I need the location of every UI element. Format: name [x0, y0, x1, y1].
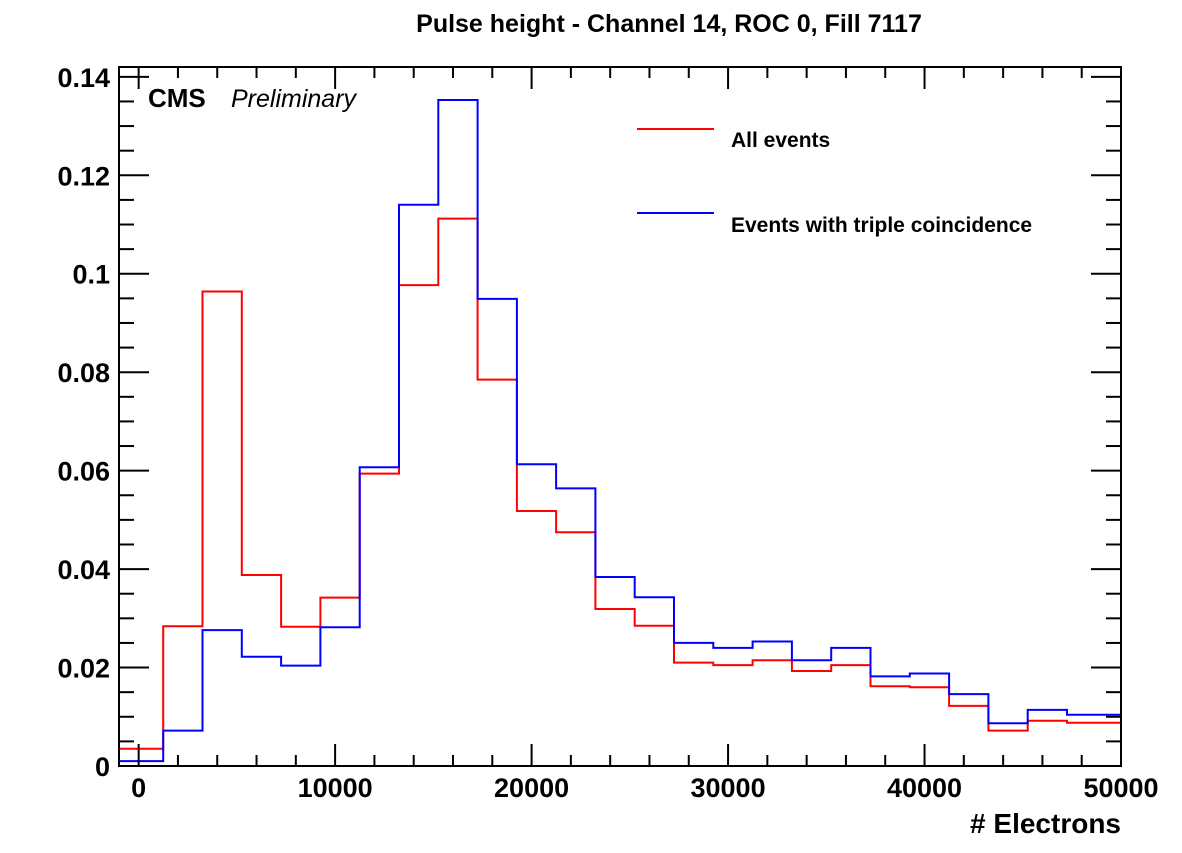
- series-1: [119, 217, 1121, 750]
- y-tick-label: 0.12: [57, 161, 110, 191]
- y-tick-label: 0.06: [57, 457, 110, 487]
- series-layer: [119, 99, 1121, 763]
- series-line: [119, 217, 1121, 750]
- series-line: [119, 99, 1121, 763]
- y-tick-label: 0.02: [57, 654, 110, 684]
- y-tick-label: 0.08: [57, 358, 110, 388]
- x-tick-label: 10000: [298, 773, 373, 803]
- x-tick-label: 30000: [691, 773, 766, 803]
- y-tick-label: 0: [95, 752, 110, 782]
- cms-experiment-label: CMS: [148, 83, 206, 113]
- legend-entry: All events: [637, 128, 830, 152]
- y-tick-label: 0.14: [57, 63, 110, 93]
- x-tick-label: 50000: [1083, 773, 1158, 803]
- preliminary-label: Preliminary: [231, 85, 358, 113]
- chart-title: Pulse height - Channel 14, ROC 0, Fill 7…: [416, 10, 922, 38]
- y-tick-label: 0.1: [72, 260, 110, 290]
- legend: All events Events with triple coincidence: [637, 128, 1032, 237]
- axis-layer: 0 10000 20000 30000 40000 50000 0 0.02 0.04 0.06 0…: [57, 63, 1158, 803]
- y-tick-label: 0.04: [57, 555, 110, 585]
- x-axis-label: # Electrons: [970, 808, 1121, 839]
- x-tick-label: 0: [131, 773, 146, 803]
- legend-label: All events: [731, 129, 830, 152]
- x-tick-label: 40000: [887, 773, 962, 803]
- plot-frame: [118, 66, 1122, 767]
- x-tick-label: 20000: [494, 773, 569, 803]
- legend-label: Events with triple coincidence: [731, 214, 1032, 237]
- legend-entry: Events with triple coincidence: [637, 212, 1032, 237]
- series-2: [119, 99, 1121, 763]
- cms-label: CMS Preliminary: [148, 83, 358, 113]
